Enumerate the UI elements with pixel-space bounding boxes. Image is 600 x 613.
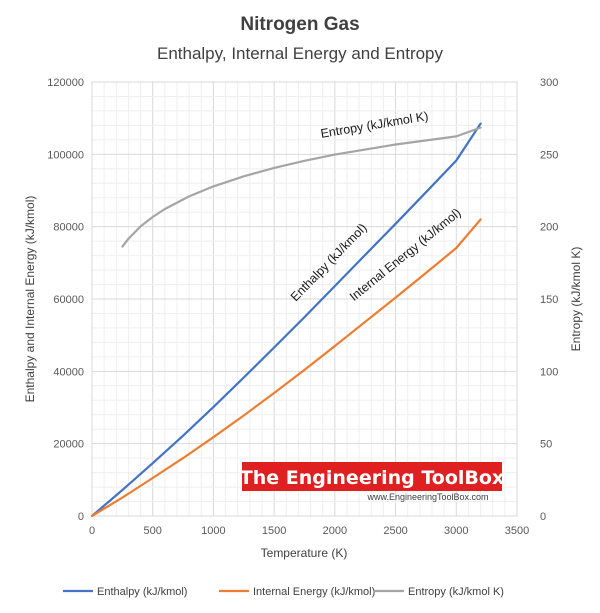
series-line [90, 218, 482, 518]
y-tick-label: 100000 [47, 149, 84, 161]
y-tick-label: 0 [78, 511, 84, 523]
series-group [90, 122, 482, 518]
y2-tick-label: 150 [540, 294, 558, 306]
y2-tick-label: 50 [540, 439, 552, 451]
plot-area [91, 81, 518, 517]
series-line [90, 122, 482, 518]
y2-tick-label: 250 [540, 149, 558, 161]
x-axis-title: Temperature (K) [261, 546, 348, 560]
x-tick-label: 1000 [201, 525, 225, 537]
y2-tick-label: 0 [540, 511, 546, 523]
y-tick-label: 60000 [53, 294, 84, 306]
series-annotation: Entropy (kJ/kmol K) [320, 109, 430, 141]
x-tick-label: 1500 [262, 525, 286, 537]
watermark: The Engineering ToolBox www.EngineeringT… [240, 462, 504, 502]
legend-label: Internal Energy (kJ/kmol) [253, 586, 375, 598]
legend-label: Enthalpy (kJ/kmol) [97, 586, 187, 598]
y-tick-label: 40000 [53, 366, 84, 378]
y2-axis-ticks: 0 50 100 150 200 250 300 [540, 77, 558, 523]
x-tick-label: 2000 [323, 525, 347, 537]
y-axis-title: Enthalpy and Internal Energy (kJ/kmol) [23, 196, 37, 403]
watermark-title: The Engineering ToolBox [240, 467, 504, 489]
legend: Enthalpy (kJ/kmol) Internal Energy (kJ/km… [63, 586, 504, 598]
watermark-banner [242, 462, 502, 491]
y-tick-label: 20000 [53, 439, 84, 451]
series-line [121, 126, 482, 248]
gridlines [91, 81, 518, 517]
x-tick-label: 3500 [505, 525, 529, 537]
y-tick-label: 120000 [47, 77, 84, 89]
x-axis-ticks: 0 500 1000 1500 2000 2500 3000 3500 [89, 525, 529, 537]
chart-title: Nitrogen Gas [240, 14, 359, 35]
x-tick-label: 3000 [444, 525, 468, 537]
y2-tick-label: 100 [540, 366, 558, 378]
chart-subtitle: Enthalpy, Internal Energy and Entropy [157, 44, 444, 63]
x-tick-label: 2500 [383, 525, 407, 537]
y-tick-label: 80000 [53, 222, 84, 234]
y2-tick-label: 300 [540, 77, 558, 89]
y2-axis-title: Entropy (kJ/kmol K) [569, 247, 583, 352]
x-tick-label: 0 [89, 525, 95, 537]
y2-tick-label: 200 [540, 222, 558, 234]
watermark-url: www.EngineeringToolBox.com [366, 492, 488, 502]
x-tick-label: 500 [144, 525, 162, 537]
legend-label: Entropy (kJ/kmol K) [408, 586, 504, 598]
y-axis-ticks: 0 20000 40000 60000 80000 100000 120000 [47, 77, 84, 523]
